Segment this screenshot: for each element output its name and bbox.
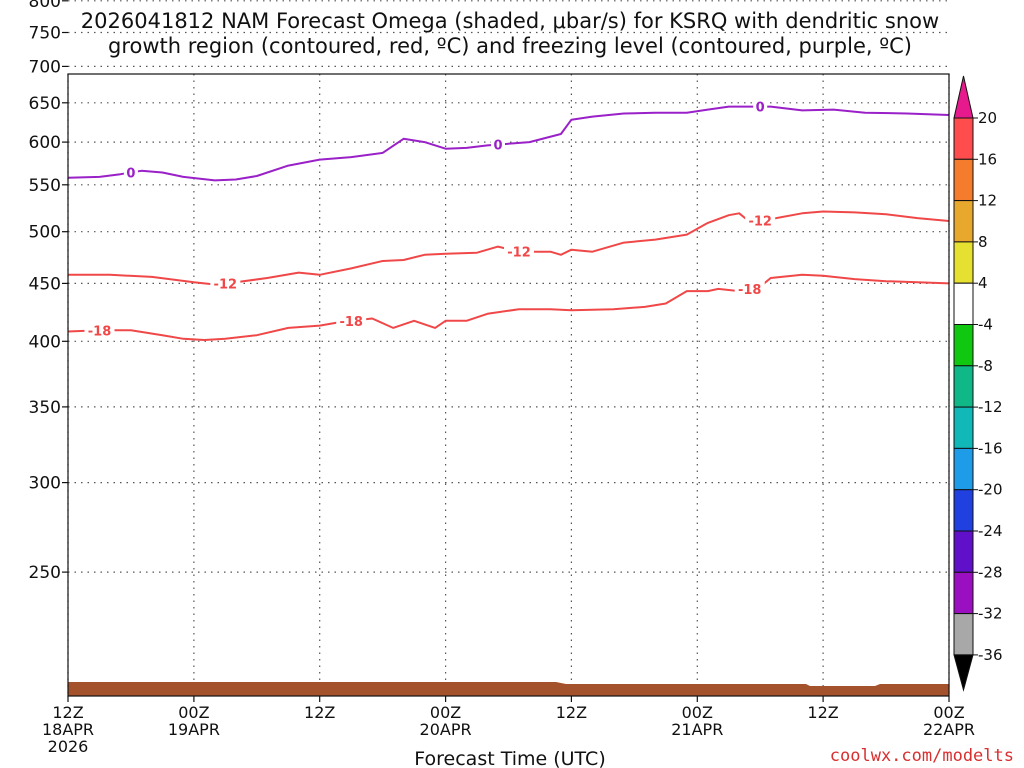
colorbar-label-12: -28 [978, 563, 1003, 581]
credit-link[interactable]: coolwx.com/modelts [830, 746, 1014, 766]
gridlines [67, 0, 950, 696]
contour-line-3 [67, 105, 950, 182]
chart-title: 2026041812 NAM Forecast Omega (shaded, μ… [81, 9, 939, 58]
x-tick-label-0-3: 2026 [48, 737, 89, 756]
colorbar-cell-2 [953, 158, 974, 202]
y-axis-ticks: 2503003504004505005506006507007508008509… [29, 0, 68, 583]
y-tick-label-600: 600 [29, 133, 61, 153]
contour-label-bg-1-3 [734, 280, 765, 297]
ground-fill [68, 682, 949, 696]
contour-label-1-2: -18 [339, 315, 363, 330]
ground-surface [68, 682, 949, 696]
y-tick-label-750: 750 [29, 24, 61, 44]
colorbar-cell-13 [953, 613, 974, 656]
x-tick-label-24-1: 12Z [304, 703, 335, 722]
y-tick-label-700: 700 [29, 57, 61, 77]
contour-label-1-1: -18 [88, 324, 112, 339]
x-tick-label-60-2: 21APR [671, 720, 723, 739]
y-tick-label-300: 300 [29, 474, 61, 494]
x-tick-label-12-1: 00Z [178, 703, 209, 722]
x-tick-label-36-2: 20APR [420, 720, 472, 739]
colorbar-cell-9 [953, 447, 974, 491]
contour-label-bg-1-2 [336, 312, 367, 329]
contour-label-bg-2-2 [504, 243, 534, 260]
colorbar-cell-7 [953, 365, 974, 408]
contours: -18 -18 -18 -12 -12 -12 0 0 0 [67, 98, 950, 341]
y-tick-label-800: 800 [29, 0, 61, 12]
x-tick-label-84-2: 22APR [923, 720, 975, 739]
contour-label-3-3: 0 [756, 101, 765, 116]
colorbar-label-3: 12 [978, 192, 997, 210]
colorbar-label-6: -4 [978, 316, 993, 334]
contour-label-bg-1-1 [84, 322, 115, 339]
x-tick-label-36-1: 00Z [430, 703, 461, 722]
colorbar-cell-5 [953, 282, 974, 326]
contour-label-bg-3-2 [491, 136, 505, 153]
colorbar-label-14: -36 [978, 646, 1003, 664]
plot-frame [67, 73, 950, 697]
contour-label-bg-3-3 [753, 98, 768, 115]
colorbar-cell-12 [953, 571, 974, 615]
x-tick-label-48-1: 12Z [556, 703, 587, 722]
colorbar-top-arrow [953, 75, 974, 119]
colorbar-bottom-arrow [953, 654, 974, 692]
colorbar-cell-6 [953, 324, 974, 367]
colorbar-cell-4 [953, 241, 974, 284]
colorbar-label-7: -8 [978, 357, 993, 375]
y-tick-label-550: 550 [29, 176, 61, 196]
y-tick-label-450: 450 [29, 274, 61, 294]
contour-label-2-1: -12 [214, 277, 238, 292]
x-tick-label-60-1: 00Z [682, 703, 713, 722]
y-tick-label-350: 350 [29, 398, 61, 418]
y-tick-label-500: 500 [29, 223, 61, 243]
colorbar-cell-3 [953, 200, 974, 243]
colorbar: 20 16 12 8 4 -4 -8 -12 -16 -20 -24 -28 -32 -36 [953, 75, 1003, 692]
contour-label-3-1: 0 [126, 167, 135, 182]
colorbar-cell-8 [953, 406, 974, 449]
colorbar-cell-1 [953, 117, 974, 160]
y-tick-label-250: 250 [29, 563, 61, 583]
contour-line-1 [67, 273, 950, 341]
x-tick-label-0-1: 12Z [52, 703, 83, 722]
contour-label-bg-2-3 [745, 212, 776, 229]
x-tick-label-0-2: 18APR [42, 720, 94, 739]
contour-label-bg-3-1 [123, 164, 138, 181]
colorbar-label-2: 16 [978, 150, 997, 168]
x-tick-label-72-1: 12Z [807, 703, 838, 722]
colorbar-label-9: -16 [978, 439, 1003, 457]
colorbar-label-1: 20 [978, 109, 997, 127]
colorbar-label-4: 8 [978, 233, 988, 251]
contour-line-2 [68, 210, 950, 286]
contour-label-2-3: -12 [748, 215, 772, 230]
contour-label-2-2: -12 [507, 246, 531, 261]
contour-label-1-3: -18 [738, 283, 762, 298]
x-tick-label-84-1: 00Z [933, 703, 964, 722]
y-tick-label-650: 650 [29, 94, 61, 114]
title-line-2: growth region (contoured, red, ºC) and f… [108, 34, 912, 58]
contour-label-bg-2-1 [210, 275, 241, 292]
colorbar-label-11: -24 [978, 522, 1003, 540]
colorbar-cell-10 [953, 489, 974, 532]
title-line-1: 2026041812 NAM Forecast Omega (shaded, μ… [81, 9, 939, 33]
colorbar-label-13: -32 [978, 605, 1003, 623]
y-tick-label-400: 400 [29, 332, 61, 352]
x-tick-label-12-2: 19APR [168, 720, 220, 739]
x-axis-label: Forecast Time (UTC) [414, 748, 605, 768]
colorbar-label-10: -20 [978, 481, 1003, 499]
contour-label-3-2: 0 [493, 139, 502, 154]
colorbar-cell-11 [953, 530, 974, 573]
colorbar-label-8: -12 [978, 398, 1003, 416]
colorbar-label-5: 4 [978, 274, 988, 292]
